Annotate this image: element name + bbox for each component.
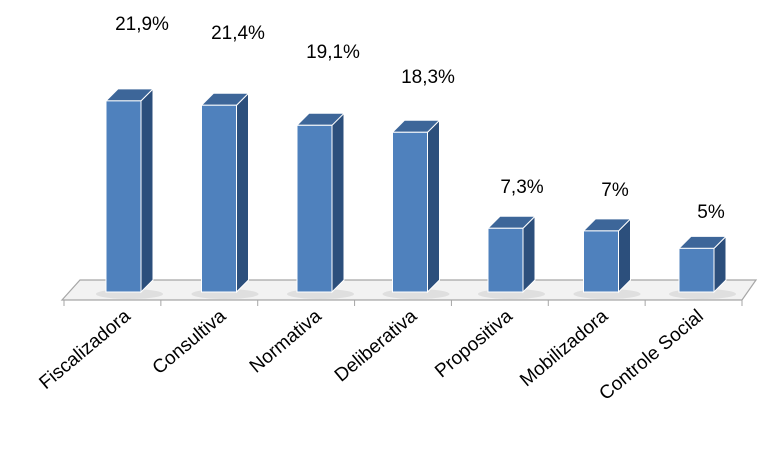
bar-front-face [296, 124, 333, 293]
bar-mobilizadora [573, 217, 641, 299]
bar-front-face [201, 104, 237, 293]
bar-side-face [618, 217, 631, 294]
category-label: Fiscalizadora [35, 305, 135, 393]
data-label: 18,3% [401, 67, 455, 88]
category-label: Deliberativa [331, 305, 422, 386]
bar-side-face [427, 119, 440, 294]
category-label: Propositiva [431, 305, 517, 382]
bar-side-face [236, 92, 249, 294]
bar-front-face [392, 131, 428, 293]
data-labels: 21,9% 21,4% 19,1% 18,3% 7,3% 7% 5% [115, 14, 725, 223]
bar-front-face [105, 100, 142, 293]
bar-normativa [287, 112, 354, 299]
bar-controle-social [669, 235, 736, 299]
data-label: 19,1% [306, 42, 360, 63]
bar-deliberativa [382, 119, 450, 299]
data-label: 5% [697, 202, 725, 223]
data-label: 7% [601, 180, 629, 201]
bar-front-face [487, 227, 524, 293]
bar-fiscalizadora [96, 87, 163, 299]
category-label: Controle Social [596, 306, 708, 405]
category-label: Normativa [246, 305, 326, 377]
bar-side-face [522, 215, 536, 294]
bar-consultiva [191, 92, 259, 299]
bar-front-face [583, 230, 619, 293]
bar-side-face [331, 112, 345, 294]
bar-front-face [678, 247, 715, 293]
data-label: 21,9% [115, 14, 169, 35]
data-label: 7,3% [500, 177, 543, 198]
bar-series [96, 87, 736, 299]
category-label: Mobilizadora [516, 305, 612, 391]
data-label: 21,4% [211, 23, 265, 44]
category-axis-labels: Fiscalizadora Consultiva Normativa Delibera… [35, 305, 707, 404]
bar-propositiva [478, 215, 545, 299]
category-label: Consultiva [149, 305, 231, 378]
bar-side-face [140, 87, 154, 294]
